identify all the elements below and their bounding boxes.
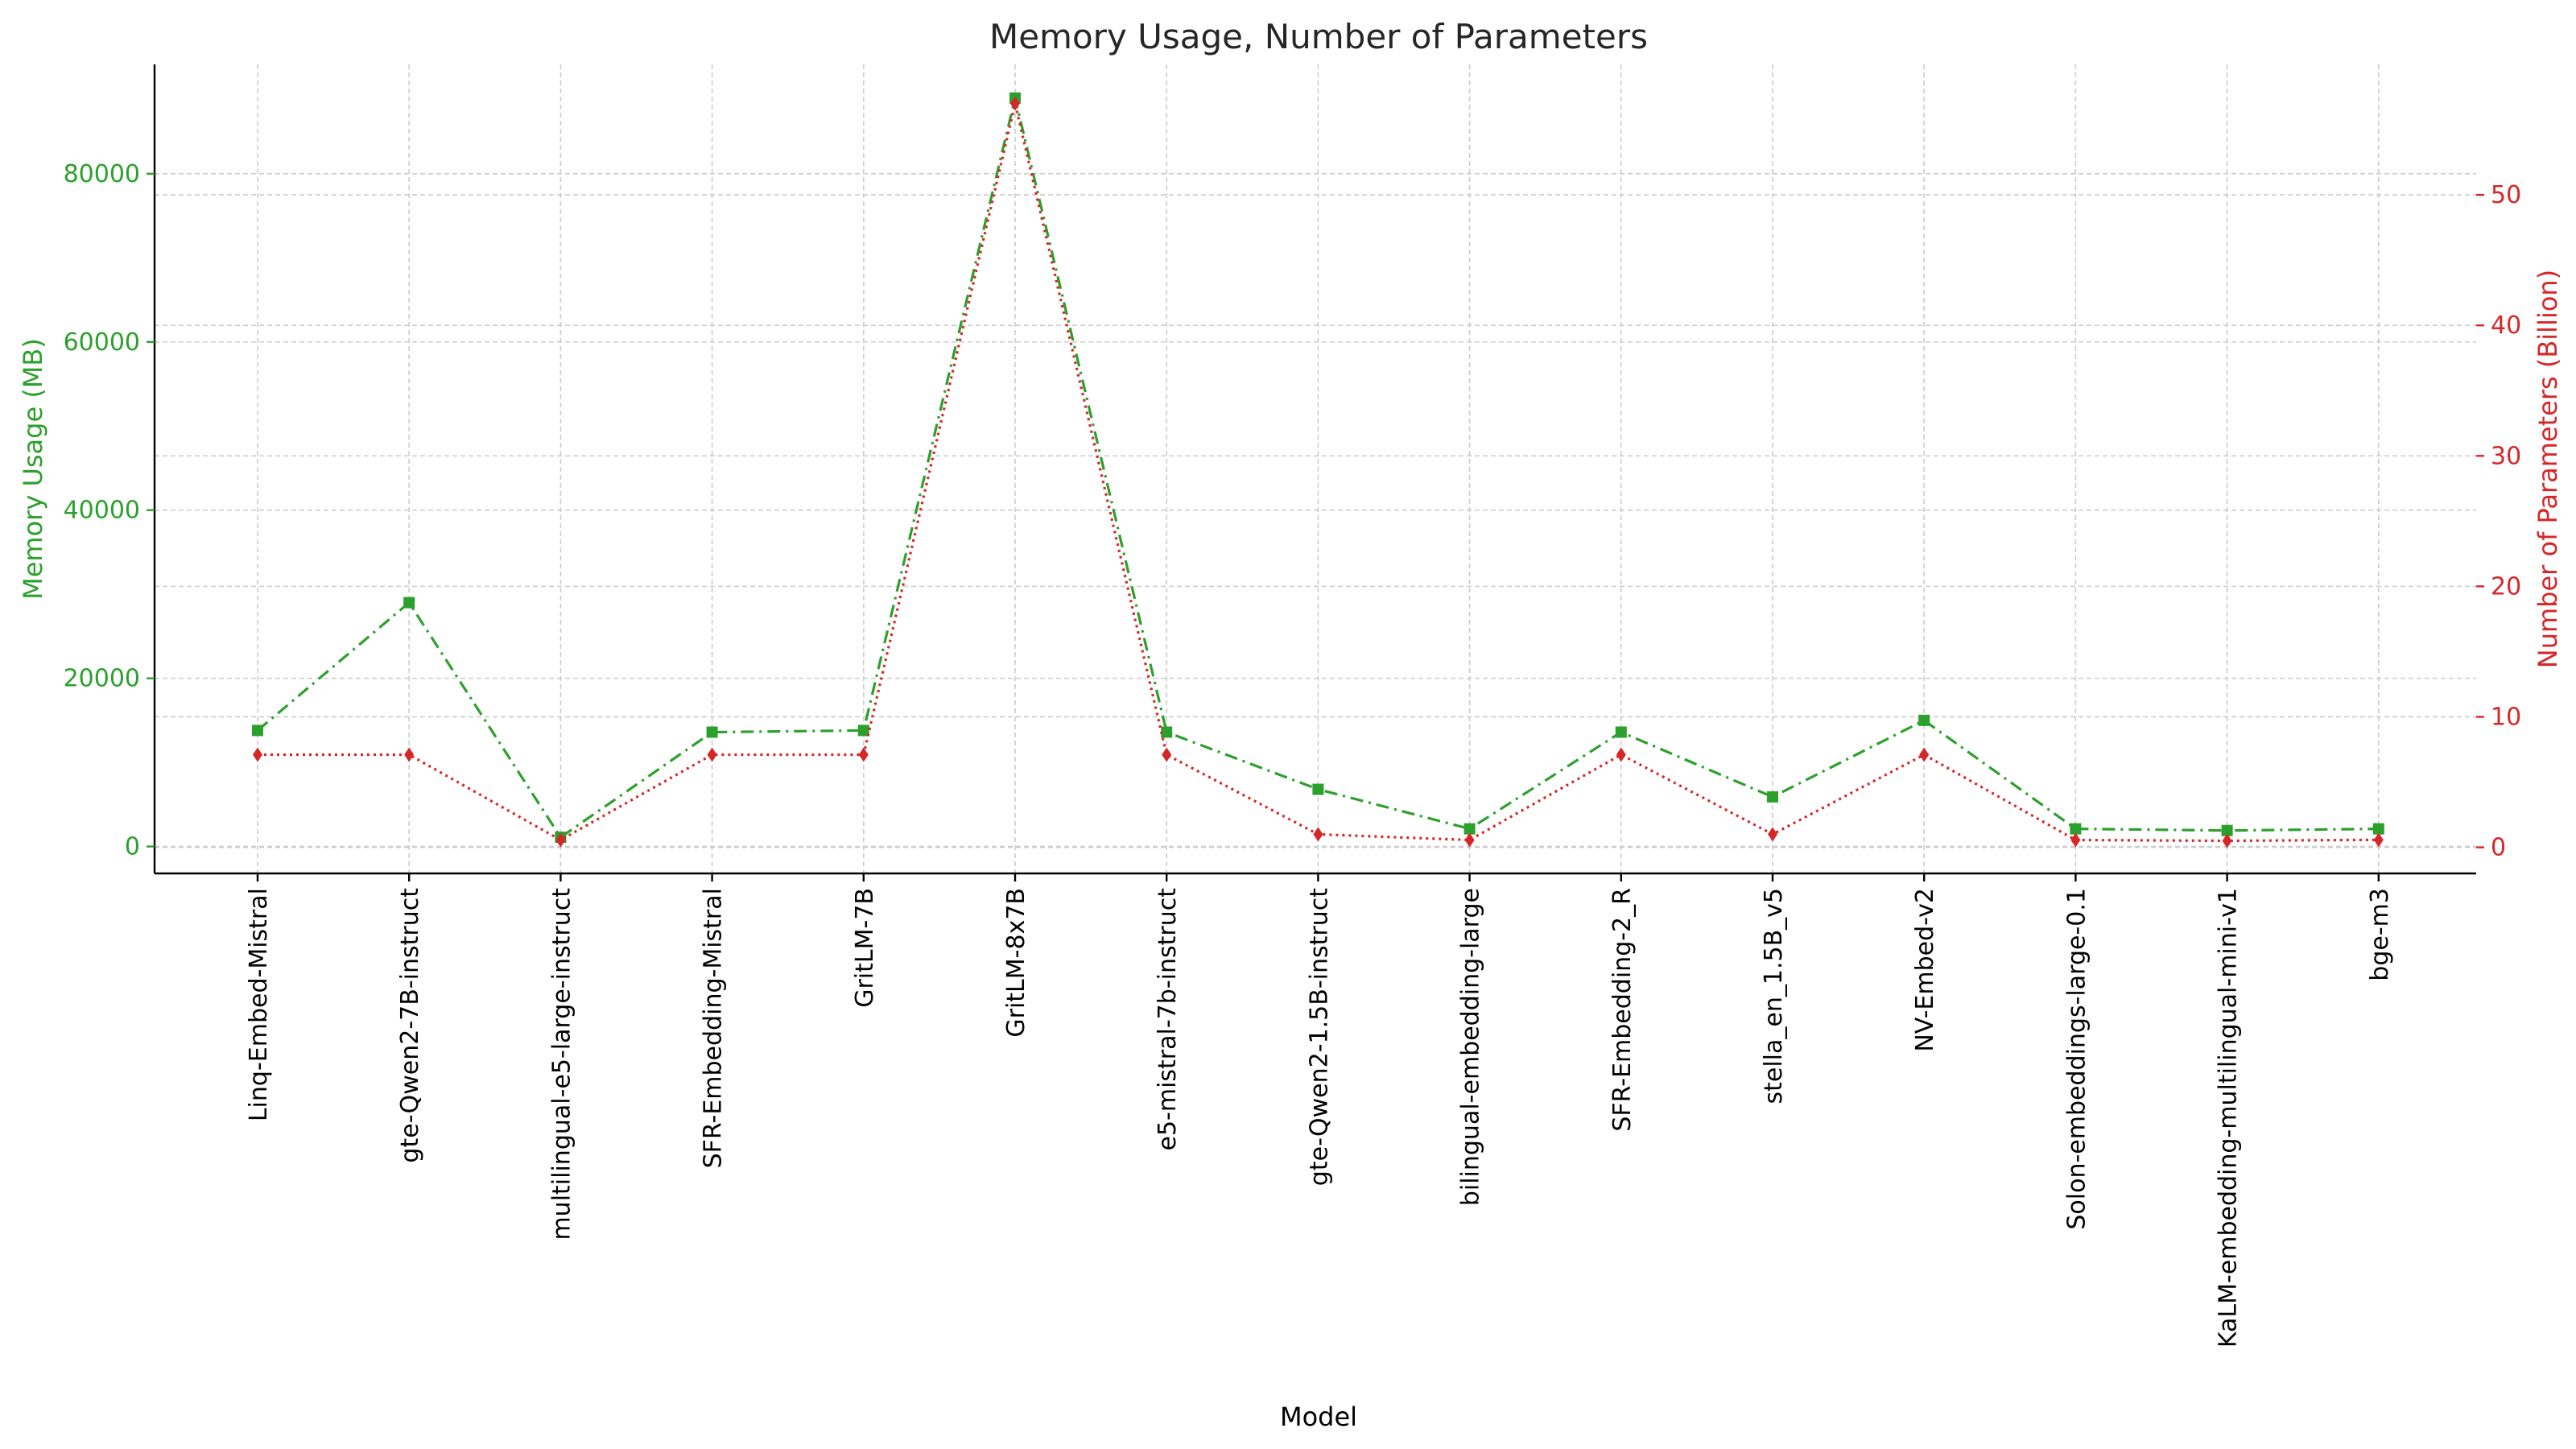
- x-tick-label: Linq-Embed-Mistral: [245, 888, 273, 1121]
- x-tick-label: SFR-Embedding-2_R: [1608, 888, 1637, 1132]
- y-axis-left-label: Memory Usage (MB): [18, 338, 48, 600]
- y-left-tick-label: 60000: [64, 328, 140, 357]
- y-right-tick-label: 20: [2491, 572, 2521, 601]
- x-tick-label: gte-Qwen2-1.5B-instruct: [1305, 888, 1333, 1186]
- parameters-point: [858, 747, 869, 762]
- memory-point: [1312, 783, 1324, 795]
- memory-point: [252, 724, 263, 737]
- y-right-tick-label: 30: [2491, 442, 2521, 470]
- parameters-point: [707, 747, 717, 762]
- parameters-point: [1313, 827, 1323, 842]
- y-right-tick-label: 40: [2491, 312, 2521, 340]
- x-tick-label: SFR-Embedding-Mistral: [700, 888, 728, 1168]
- parameters-point: [555, 832, 566, 848]
- series-layer: [252, 92, 2384, 848]
- memory-point: [1161, 726, 1173, 738]
- parameters-point: [2222, 833, 2232, 848]
- parameters-point: [2070, 832, 2081, 848]
- x-axis-label: Model: [1280, 1402, 1357, 1432]
- x-tick-label: GritLM-8x7B: [1002, 888, 1030, 1038]
- y-left-tick-label: 0: [125, 833, 140, 861]
- memory-point: [857, 724, 869, 737]
- memory-point: [1767, 791, 1778, 803]
- grid: [155, 64, 2476, 873]
- y-left-tick-label: 40000: [64, 497, 140, 525]
- parameters-point: [1010, 96, 1020, 111]
- memory-point: [1615, 726, 1627, 738]
- parameters-point: [404, 747, 415, 762]
- memory-point: [2070, 823, 2082, 835]
- y-right-tick-label: 0: [2491, 834, 2506, 862]
- y-right-tick-label: 10: [2491, 703, 2521, 731]
- x-tick-label: gte-Qwen2-7B-instruct: [396, 888, 424, 1163]
- memory-point: [706, 726, 718, 738]
- parameters-point: [1162, 747, 1172, 762]
- x-tick-label: bge-m3: [2366, 888, 2394, 981]
- x-tick-label: bilingual-embedding-large: [1457, 888, 1485, 1206]
- y-axis-right-label: Number of Parameters (Billion): [2533, 270, 2563, 668]
- parameters-point: [1919, 747, 1930, 762]
- parameters-point: [1616, 747, 1626, 762]
- y-left-tick-label: 20000: [64, 665, 140, 693]
- memory-point: [403, 597, 415, 609]
- x-tick-label: multilingual-e5-large-instruct: [547, 888, 576, 1241]
- x-tick-label: NV-Embed-v2: [1911, 888, 1939, 1052]
- x-tick-label: GritLM-7B: [851, 888, 879, 1008]
- axes: 0 20000 40000 60000 80000 0 10 20 30 40 50 Linq-Emb…: [64, 64, 2521, 1348]
- x-tick-label: stella_en_1.5B_v5: [1760, 888, 1788, 1104]
- memory-point: [2221, 824, 2233, 836]
- parameters-point: [1768, 827, 1777, 842]
- y-right-tick-label: 50: [2491, 181, 2521, 209]
- memory-point: [1918, 714, 1930, 726]
- x-tick-label: Solon-embeddings-large-0.1: [2062, 888, 2091, 1230]
- parameters-point: [1464, 832, 1475, 848]
- parameters-point: [253, 747, 262, 762]
- x-tick-label: KaLM-embedding-multilingual-mini-v1: [2215, 888, 2243, 1348]
- chart-title: Memory Usage, Number of Parameters: [989, 17, 1648, 56]
- memory-point: [1463, 823, 1476, 835]
- memory-point: [2372, 823, 2384, 835]
- y-left-tick-label: 80000: [64, 160, 140, 188]
- x-tick-label: e5-mistral-7b-instruct: [1154, 888, 1182, 1151]
- parameters-point: [2373, 832, 2384, 848]
